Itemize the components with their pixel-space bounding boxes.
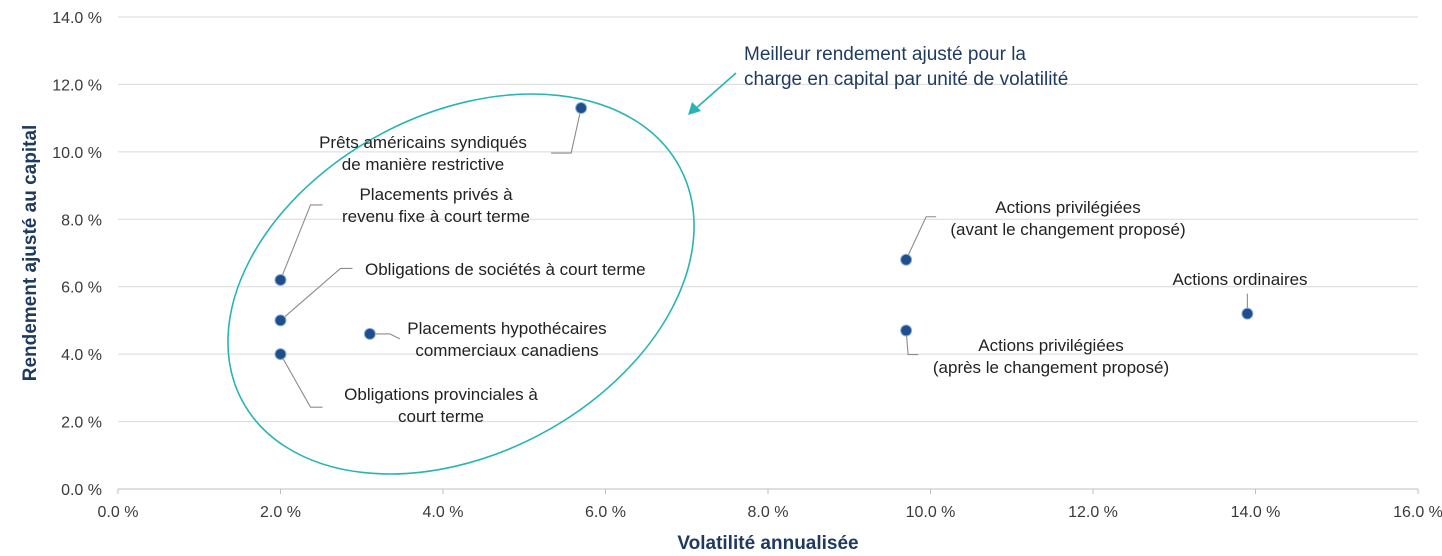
point-label-line: Actions ordinaires (1172, 270, 1307, 289)
callout-text-line: charge en capital par unité de volatilit… (744, 69, 1068, 90)
point-label-line: Actions privilégiées (995, 198, 1141, 217)
point-label: Actions privilégiées (avant le changement… (950, 198, 1185, 239)
data-point (363, 327, 376, 340)
data-point (274, 314, 287, 327)
x-tick-label: 2.0 % (260, 504, 301, 521)
leader-lines (279, 107, 1248, 408)
point-label-line: Obligations de sociétés à court terme (365, 260, 646, 279)
y-tick-label: 4.0 % (61, 347, 102, 364)
gridlines (118, 16, 1418, 423)
callout-annotation: Meilleur rendement ajusté pour la charge … (688, 44, 1068, 115)
x-tick-label: 8.0 % (748, 504, 789, 521)
x-tick-label: 16.0 % (1393, 504, 1442, 521)
point-label-line: de manière restrictive (342, 155, 505, 174)
leader-line (279, 204, 323, 281)
y-tick-label: 0.0 % (61, 482, 102, 499)
point-label: Actions privilégiées (après le changement… (933, 336, 1169, 377)
data-point (1241, 307, 1254, 320)
highlight-ellipse (227, 93, 695, 475)
y-tick-label: 10.0 % (52, 145, 102, 162)
highlight-ellipse-group (227, 93, 695, 475)
y-axis-title: Rendement ajusté au capital (20, 125, 41, 382)
point-label-line: Placements privés à (359, 185, 513, 204)
point-label: Obligations provinciales à court terme (344, 385, 538, 426)
data-point (900, 253, 913, 266)
x-axis-title: Volatilité annualisée (677, 533, 858, 554)
x-tick-label: 0.0 % (98, 504, 139, 521)
leader-line (551, 107, 582, 154)
x-tick-label: 12.0 % (1068, 504, 1118, 521)
axes: 0.0 % 2.0 % 4.0 % 6.0 % 8.0 % 10.0 % 12.0 % 14.… (52, 10, 1442, 521)
data-point (274, 273, 287, 286)
point-label-line: court terme (398, 407, 484, 426)
y-tick-label: 14.0 % (52, 10, 102, 27)
y-tick-label: 12.0 % (52, 77, 102, 94)
point-label-line: Obligations provinciales à (344, 385, 538, 404)
point-label-line: Placements hypothécaires (407, 319, 606, 338)
point-label: Placements privés à revenu fixe à court t… (342, 185, 530, 226)
data-point (900, 324, 913, 337)
y-tick-label: 6.0 % (61, 280, 102, 297)
leader-line (280, 353, 323, 408)
x-tick-label: 10.0 % (906, 504, 956, 521)
point-labels: Prêts américains syndiqués de manière res… (319, 133, 1308, 426)
data-point (575, 102, 588, 115)
callout-arrow-head (688, 102, 701, 115)
leader-line (369, 333, 401, 340)
point-label-line: Actions privilégiées (978, 336, 1124, 355)
data-point (274, 348, 287, 361)
leader-line (280, 267, 353, 321)
point-label: Obligations de sociétés à court terme (365, 260, 646, 279)
x-tick-label: 14.0 % (1231, 504, 1281, 521)
callout-text: Meilleur rendement ajusté pour la charge … (744, 44, 1068, 90)
data-points (274, 102, 1254, 361)
point-label-line: (après le changement proposé) (933, 358, 1169, 377)
point-label: Prêts américains syndiqués de manière res… (319, 133, 527, 174)
point-label-line: (avant le changement proposé) (950, 220, 1185, 239)
x-tick-label: 6.0 % (585, 504, 626, 521)
callout-text-line: Meilleur rendement ajusté pour la (744, 44, 1026, 65)
point-label-line: commerciaux canadiens (415, 341, 598, 360)
point-label-line: Prêts américains syndiqués (319, 133, 527, 152)
point-label: Placements hypothécaires commerciaux cana… (407, 319, 606, 360)
point-label-line: revenu fixe à court terme (342, 207, 530, 226)
y-tick-label: 2.0 % (61, 415, 102, 432)
x-tick-label: 4.0 % (423, 504, 464, 521)
leader-line (905, 216, 937, 260)
point-label: Actions ordinaires (1172, 270, 1307, 289)
callout-arrow-shaft (693, 72, 737, 111)
y-tick-label: 8.0 % (61, 212, 102, 229)
leader-line (905, 330, 919, 356)
